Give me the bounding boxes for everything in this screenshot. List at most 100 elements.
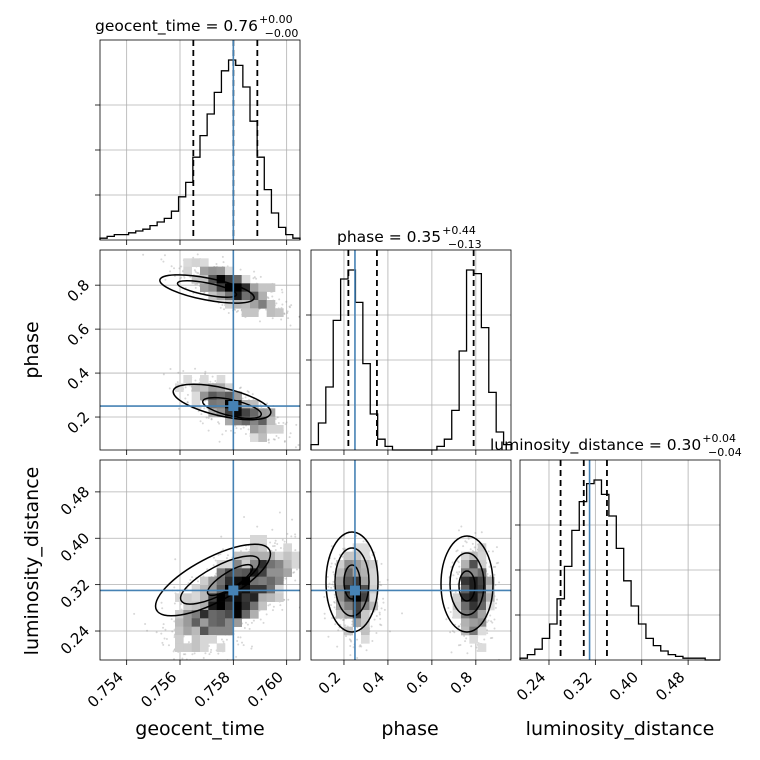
sample-point bbox=[201, 675, 203, 677]
density-cell bbox=[486, 585, 495, 594]
sample-point bbox=[389, 630, 392, 633]
density-cell bbox=[352, 576, 362, 586]
density-cell bbox=[208, 383, 217, 392]
sample-point bbox=[149, 664, 151, 666]
sample-point bbox=[220, 638, 223, 641]
density-cell bbox=[216, 568, 226, 577]
sample-point bbox=[348, 638, 351, 641]
density-cell bbox=[200, 626, 209, 636]
density-cell bbox=[183, 618, 192, 627]
sample-point bbox=[217, 553, 220, 556]
sample-point bbox=[266, 296, 269, 299]
sample-point bbox=[242, 644, 245, 647]
density-cell bbox=[216, 626, 226, 636]
sample-point bbox=[196, 580, 199, 583]
sample-point bbox=[305, 552, 307, 554]
density-cell bbox=[369, 560, 378, 569]
density-cell bbox=[225, 560, 234, 569]
density-cell bbox=[216, 400, 226, 409]
sample-point bbox=[186, 401, 189, 404]
sample-point bbox=[362, 540, 365, 543]
density-cell bbox=[250, 300, 259, 309]
density-cell bbox=[469, 610, 478, 619]
sample-point bbox=[342, 618, 345, 621]
density-cell bbox=[486, 576, 495, 586]
density-cell bbox=[275, 585, 284, 594]
sample-point bbox=[222, 548, 225, 551]
sample-point bbox=[162, 623, 165, 626]
sample-point bbox=[169, 368, 172, 371]
density-cell bbox=[258, 560, 267, 569]
density-cell bbox=[241, 300, 251, 309]
density-cell bbox=[461, 585, 470, 594]
sample-point bbox=[221, 304, 224, 307]
density-cell bbox=[216, 610, 226, 619]
sample-point bbox=[253, 270, 256, 273]
density-cell bbox=[233, 408, 242, 417]
density-cell bbox=[352, 568, 362, 577]
sample-point bbox=[344, 624, 347, 627]
density-cell bbox=[233, 560, 242, 569]
sample-point bbox=[250, 621, 253, 624]
sample-point bbox=[455, 550, 458, 553]
density-cell bbox=[336, 568, 345, 577]
sample-point bbox=[244, 396, 247, 399]
density-cell bbox=[266, 283, 276, 292]
sample-point bbox=[471, 549, 474, 552]
density-cell bbox=[275, 568, 284, 577]
sample-point bbox=[237, 643, 240, 646]
tick-label-y-phase: 0.6 bbox=[64, 320, 94, 350]
density-cell bbox=[208, 626, 217, 636]
sample-point bbox=[237, 309, 240, 312]
density-cell bbox=[352, 593, 362, 602]
sample-point bbox=[225, 638, 228, 641]
density-cell bbox=[216, 585, 226, 594]
sample-point bbox=[323, 617, 326, 620]
sample-point bbox=[173, 658, 176, 660]
density-cell bbox=[275, 560, 284, 569]
density-cell bbox=[361, 618, 370, 627]
sample-point bbox=[494, 565, 497, 568]
density-cell bbox=[250, 593, 259, 602]
density-cell bbox=[250, 610, 259, 619]
sample-point bbox=[287, 317, 290, 320]
sample-point bbox=[202, 657, 205, 660]
sample-point bbox=[457, 573, 460, 576]
sample-point bbox=[489, 614, 492, 617]
sample-point bbox=[491, 636, 494, 639]
sample-point bbox=[192, 663, 194, 665]
sample-point bbox=[463, 634, 466, 637]
sample-point bbox=[460, 525, 463, 528]
sample-point bbox=[253, 276, 256, 279]
sample-point bbox=[370, 625, 373, 628]
density-cell bbox=[361, 560, 370, 569]
sample-point bbox=[474, 531, 477, 534]
contour-inner bbox=[176, 280, 238, 298]
sample-point bbox=[212, 556, 215, 559]
density-cell bbox=[250, 308, 259, 317]
sample-point bbox=[486, 632, 489, 635]
sample-point bbox=[289, 432, 292, 435]
sample-point bbox=[334, 596, 337, 599]
density-cell bbox=[361, 585, 370, 594]
sample-point bbox=[237, 636, 240, 639]
sample-point bbox=[203, 407, 206, 410]
density-cell bbox=[233, 416, 242, 426]
tick-label-y-luminosity_distance: 0.32 bbox=[57, 575, 93, 611]
density-cell bbox=[200, 576, 209, 586]
panel-frame bbox=[310, 459, 512, 661]
sample-point bbox=[495, 602, 498, 605]
density-cell bbox=[216, 601, 226, 611]
sample-point bbox=[352, 646, 355, 649]
sample-point bbox=[215, 263, 218, 266]
density-cell bbox=[225, 391, 234, 401]
sample-point bbox=[491, 550, 494, 553]
sample-point bbox=[282, 421, 285, 424]
sample-point bbox=[267, 438, 270, 441]
density-cell bbox=[241, 275, 251, 284]
density-cell bbox=[208, 283, 217, 292]
sample-point bbox=[469, 548, 472, 551]
sample-point bbox=[494, 584, 497, 587]
density-cell bbox=[344, 601, 353, 611]
density-cell bbox=[266, 576, 276, 586]
